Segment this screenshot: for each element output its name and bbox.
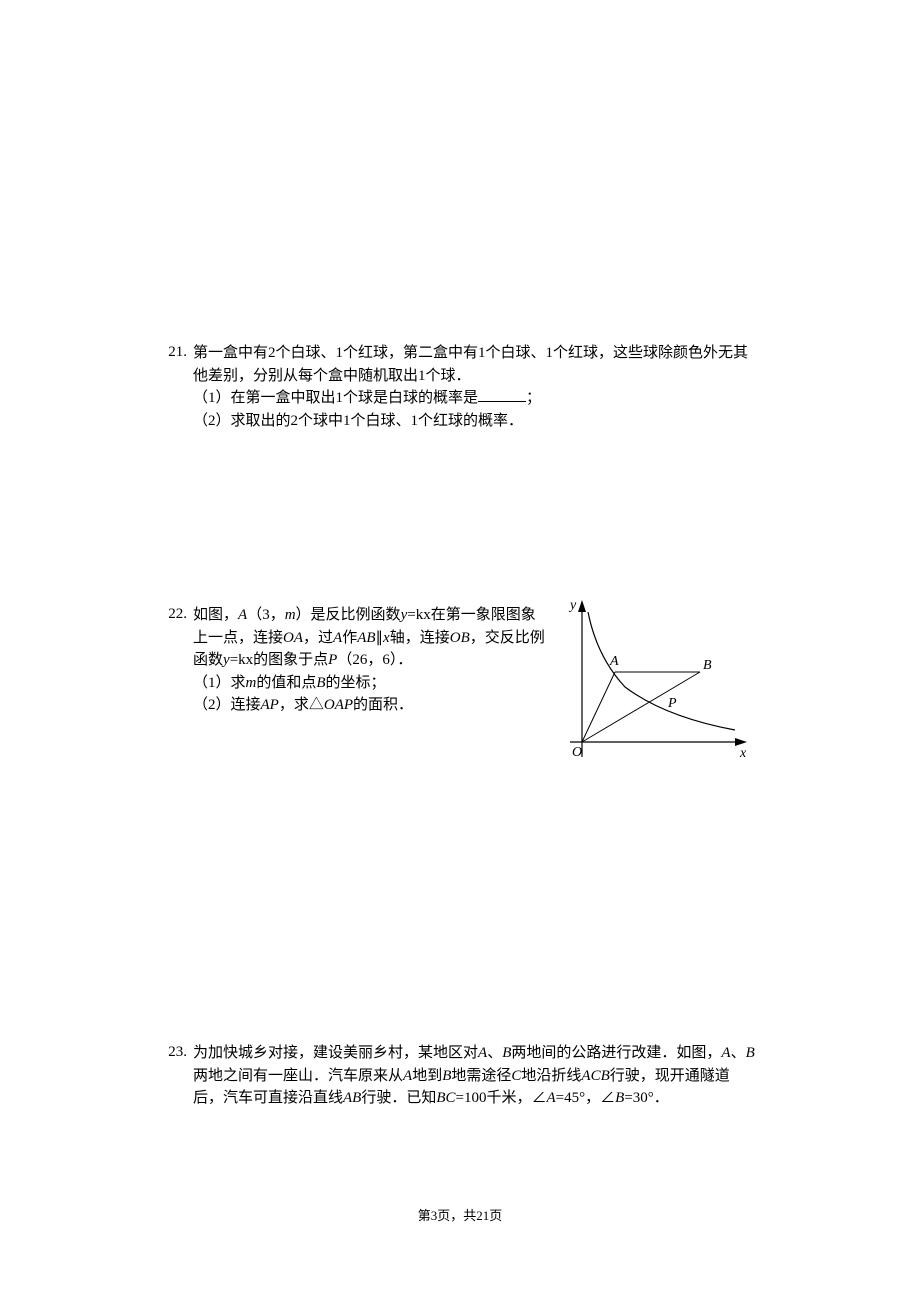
problem-22-sub2: （2）连接AP，求△OAP的面积． xyxy=(193,694,545,717)
page-content: 21. 第一盒中有2个白球、1个红球，第二盒中有1个白球、1个红球，这些球除颜色… xyxy=(165,342,755,1110)
problem-21-sub1-prefix: （1）在第一盒中取出1个球是白球的概率是 xyxy=(193,390,478,406)
problem-21-text: 第一盒中有2个白球、1个红球，第二盒中有1个白球、1个红球，这些球除颜色外无其他… xyxy=(193,342,755,387)
point-P-label: P xyxy=(667,696,677,711)
problem-21-number: 21. xyxy=(165,342,187,361)
problem-21-body: 第一盒中有2个白球、1个红球，第二盒中有1个白球、1个红球，这些球除颜色外无其他… xyxy=(193,342,755,432)
problem-21-sub1: （1）在第一盒中取出1个球是白球的概率是 ； xyxy=(193,387,755,410)
footer-mid: 页，共 xyxy=(437,1208,476,1223)
origin-label: O xyxy=(572,745,582,760)
footer-suffix: 页 xyxy=(489,1208,502,1223)
problem-22-text: 如图，A（3，m）是反比例函数y=kx在第一象限图象上一点，连接OA，过A作AB… xyxy=(193,604,545,672)
point-B-label: B xyxy=(703,658,712,673)
problem-21-sub1-suffix: ； xyxy=(526,390,541,406)
problem-22-sub1: （1）求m的值和点B的坐标； xyxy=(193,672,545,695)
x-axis-label: x xyxy=(739,746,747,761)
point-A-label: A xyxy=(609,654,619,669)
problem-21-sub2: （2）求取出的2个球中1个白球、1个红球的概率． xyxy=(193,410,755,433)
problem-22: 22. 如图，A（3，m）是反比例函数y=kx在第一象限图象上一点，连接OA，过… xyxy=(165,604,755,767)
y-axis-label: y xyxy=(568,598,577,613)
problem-22-number: 22. xyxy=(165,604,187,623)
footer-prefix: 第 xyxy=(418,1208,431,1223)
problem-23: 23. 为加快城乡对接，建设美丽乡村，某地区对A、B两地间的公路进行改建．如图，… xyxy=(165,1042,755,1110)
problem-22-body: 如图，A（3，m）是反比例函数y=kx在第一象限图象上一点，连接OA，过A作AB… xyxy=(193,604,545,717)
problem-22-figure: y x O A B P xyxy=(555,592,755,767)
blank-fill xyxy=(478,387,526,402)
problem-23-text: 为加快城乡对接，建设美丽乡村，某地区对A、B两地间的公路进行改建．如图，A、B两… xyxy=(193,1042,755,1110)
page-footer: 第3页，共21页 xyxy=(0,1205,920,1224)
problem-23-body: 为加快城乡对接，建设美丽乡村，某地区对A、B两地间的公路进行改建．如图，A、B两… xyxy=(193,1042,755,1110)
footer-total: 21 xyxy=(476,1208,489,1223)
problem-23-number: 23. xyxy=(165,1042,187,1061)
problem-21: 21. 第一盒中有2个白球、1个红球，第二盒中有1个白球、1个红球，这些球除颜色… xyxy=(165,342,755,432)
